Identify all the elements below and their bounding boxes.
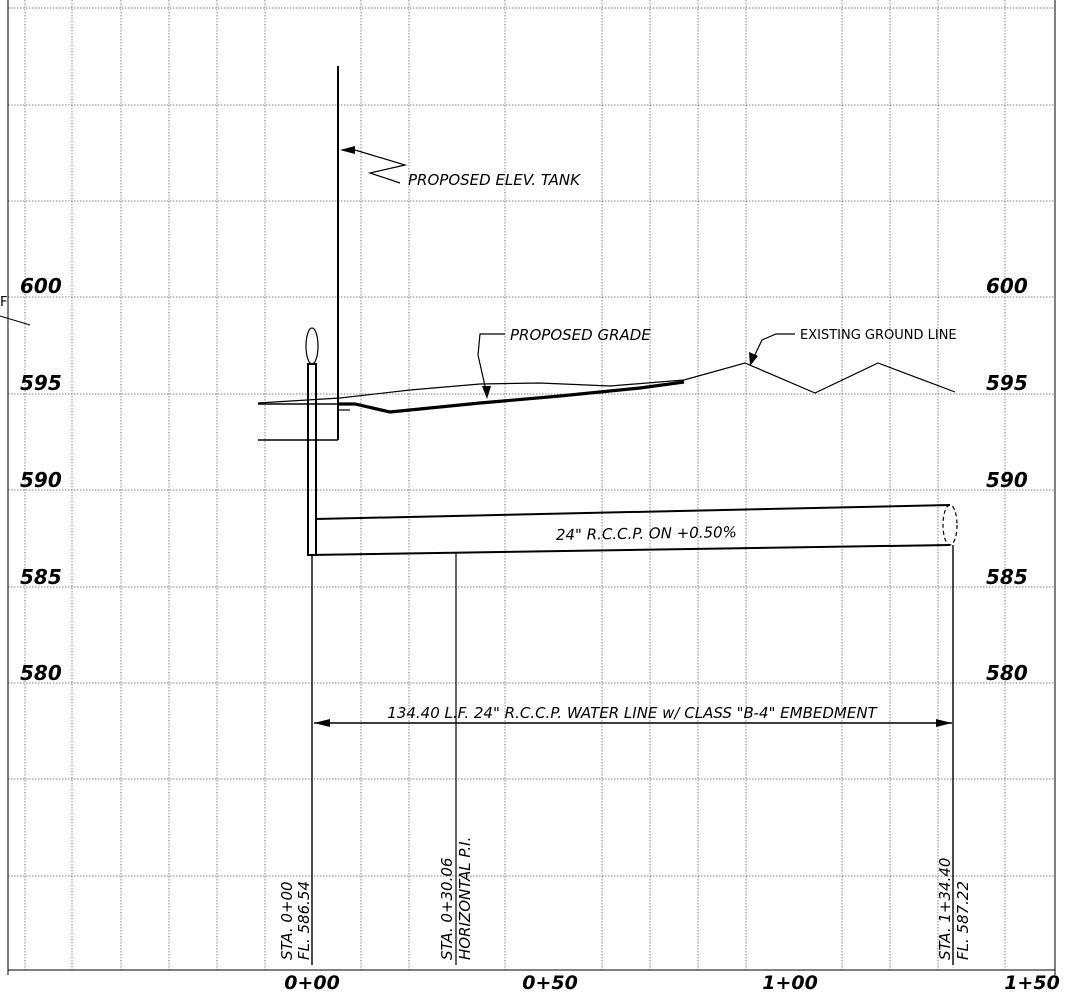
proposed-grade-callout-text: PROPOSED GRADE (510, 326, 651, 344)
end-station-note: STA. 1+34.40 (936, 858, 954, 960)
elev-label-600-left: 600 (20, 274, 62, 298)
elev-label-585-right: 585 (986, 565, 1028, 589)
edge-fragment: F (0, 295, 31, 326)
elevation-labels-right: 600 595 590 585 580 (986, 274, 1028, 685)
elevation-labels-left: 600 595 590 585 580 (20, 274, 62, 685)
station-label-0+00: 0+00 (284, 972, 340, 993)
start-flowline-note: FL. 586.54 (295, 881, 313, 960)
dimension-label: 134.40 L.F. 24" R.C.C.P. WATER LINE w/ C… (387, 704, 878, 722)
callout-proposed-grade: PROPOSED GRADE (477, 326, 651, 399)
existing-ground-line (257, 362, 956, 404)
elev-label-595-right: 595 (986, 371, 1028, 395)
station-label-1+50: 1+50 (1004, 972, 1060, 993)
pipe-end (942, 504, 958, 546)
dimension-line: 134.40 L.F. 24" R.C.C.P. WATER LINE w/ C… (314, 704, 952, 727)
water-pipe: 24" R.C.C.P. ON +0.50% (307, 364, 958, 556)
elev-label-580-right: 580 (986, 661, 1028, 685)
callout-existing-ground: EXISTING GROUND LINE (749, 328, 957, 366)
pi-label-note: HORIZONTAL P.I. (456, 837, 474, 960)
start-station-note: STA. 0+00 (278, 881, 296, 960)
station-notes: STA. 0+00 FL. 586.54 STA. 0+30.06 HORIZO… (278, 837, 972, 960)
pipe-label: 24" R.C.C.P. ON +0.50% (556, 523, 737, 544)
elev-label-590-right: 590 (986, 468, 1028, 492)
proposed-grade-line (258, 380, 685, 414)
elev-label-585-left: 585 (20, 565, 62, 589)
edge-fragment-text: F (0, 295, 7, 310)
elev-label-590-left: 590 (20, 468, 62, 492)
end-flowline-note: FL. 587.22 (954, 881, 972, 960)
existing-ground-callout-text: EXISTING GROUND LINE (800, 328, 957, 343)
tank-callout-text: PROPOSED ELEV. TANK (408, 171, 581, 189)
sheet-border (7, 0, 1056, 975)
pi-station-note: STA. 0+30.06 (438, 858, 456, 960)
station-labels: 0+00 0+50 1+00 1+50 (284, 972, 1060, 993)
callout-tank: PROPOSED ELEV. TANK (340, 146, 581, 189)
station-lines (311, 545, 954, 965)
grid (8, 0, 1055, 970)
elev-label-580-left: 580 (20, 661, 62, 685)
station-label-0+50: 0+50 (522, 972, 578, 993)
elev-label-600-right: 600 (986, 274, 1028, 298)
station-label-1+00: 1+00 (762, 972, 818, 993)
elev-label-595-left: 595 (20, 371, 62, 395)
